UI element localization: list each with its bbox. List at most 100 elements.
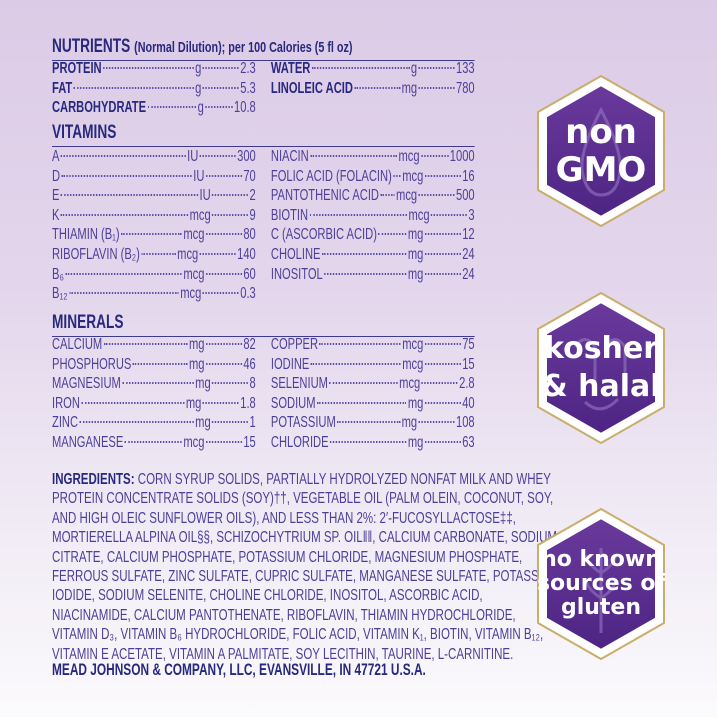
gluten-free-badge: no known sources of gluten (530, 503, 672, 665)
nutrient-unit: g (197, 99, 204, 117)
dot-leader (316, 401, 407, 404)
vitamins-row: CHOLINE mg 24 (271, 246, 475, 265)
hexagon-badge-shape (537, 292, 665, 444)
vitamins-row: PANTOTHENIC ACID mcg 500 (271, 187, 475, 206)
nutrient-name: IODINE (270, 355, 310, 373)
dot-leader (147, 106, 197, 109)
ingredients-text: FERROUS SULFATE, ZINC SULFATE, CUPRIC SU… (52, 567, 560, 585)
dot-leader (418, 421, 455, 424)
dot-leader (73, 86, 194, 89)
ingredients-text: MORTIERELLA ALPINA OIL§§, SCHIZOCHYTRIUM… (52, 529, 558, 547)
nutrient-value: 8 (249, 375, 256, 393)
nutrients-row: PROTEIN g 2.3 (52, 60, 256, 79)
dot-leader (61, 174, 192, 177)
nutrient-name: LINOLEIC ACID (270, 79, 353, 97)
nutrient-unit: mg (195, 375, 211, 393)
badge-text: & halal (541, 369, 661, 404)
dot-leader (424, 401, 461, 404)
ingredients-line: PROTEIN CONCENTRATE SOLIDS (SOY)††, VEGE… (52, 489, 553, 508)
dot-leader (418, 86, 455, 89)
dot-leader (310, 362, 401, 365)
nutrient-value: 63 (462, 434, 475, 451)
nutrient-value: 300 (237, 148, 256, 165)
dot-leader (421, 382, 458, 385)
ingredients-text: AND HIGH OLEIC SUNFLOWER OILS), AND LESS… (52, 509, 516, 527)
nutrient-value: 24 (462, 265, 475, 283)
dot-leader (378, 233, 407, 236)
nutrient-value: 46 (243, 355, 256, 373)
nutrient-unit: mcg (183, 226, 205, 244)
ingredients-text: CORN SYRUP SOLIDS, PARTIALLY HYDROLYZED … (137, 471, 551, 488)
nutrient-name: COPPER (270, 336, 319, 353)
nutrient-unit: mg (401, 79, 418, 97)
ingredients-line: VITAMIN E ACETATE, VITAMIN A PALMITATE, … (52, 645, 513, 664)
dot-leader (321, 253, 407, 255)
ingredients-text: NIACINAMIDE, CALCIUM PANTOTHENATE, RIBOF… (52, 606, 516, 624)
ingredients-line: INGREDIENTS: CORN SYRUP SOLIDS, PARTIALL… (52, 470, 551, 489)
dot-leader (122, 382, 194, 385)
nutrient-unit: IU (193, 167, 205, 185)
nutrient-value: 1000 (449, 148, 475, 165)
dot-leader (329, 382, 398, 385)
minerals-heading: MINERALS (52, 312, 475, 337)
dot-leader (79, 421, 194, 424)
dot-leader (424, 441, 461, 443)
dot-leader (424, 362, 461, 365)
dot-leader (205, 233, 242, 236)
nutrient-value: 60 (243, 265, 256, 283)
nutrient-unit: mg (407, 434, 424, 451)
dot-leader (380, 194, 395, 197)
ingredients-text: CITRATE, CALCIUM PHOSPHATE, POTASSIUM CH… (52, 548, 523, 566)
nutrient-name: CALCIUM (52, 336, 103, 353)
dot-leader (199, 253, 236, 255)
nutrient-value: 24 (462, 246, 475, 263)
hexagon-badge-shape (537, 75, 665, 227)
dot-leader (329, 441, 407, 443)
nutrient-name: MAGNESIUM (52, 375, 121, 393)
dot-leader (424, 343, 461, 345)
nutrient-name: INOSITOL (270, 265, 323, 283)
dot-leader (354, 86, 401, 89)
nutrient-name: B₁₂ (52, 285, 68, 303)
dot-leader (124, 441, 182, 443)
nutrient-unit: mg (401, 414, 418, 432)
nutrient-unit: mcg (398, 148, 420, 165)
nutrient-value: 5.3 (240, 79, 256, 97)
minerals-row: COPPER mcg 75 (271, 336, 475, 355)
ingredients-line: VITAMIN D₃, VITAMIN B₆ HYDROCHLORIDE, FO… (52, 625, 543, 644)
nutrient-value: 15 (243, 434, 256, 451)
hexagon-badge-shape (537, 508, 665, 660)
nutrient-unit: mcg (396, 187, 418, 205)
minerals-row: IRON mg 1.8 (52, 395, 256, 414)
nutrient-unit: IU (199, 187, 211, 205)
nutrient-unit: mcg (183, 434, 205, 451)
nutrient-unit: mcg (408, 206, 430, 224)
nutrient-name: PANTOTHENIC ACID (270, 187, 379, 205)
nutrient-name: POTASSIUM (270, 414, 336, 432)
dot-leader (337, 421, 401, 424)
dot-leader (421, 155, 449, 157)
nutrient-value: 2.8 (459, 375, 475, 393)
ingredients-line: AND HIGH OLEIC SUNFLOWER OILS), AND LESS… (52, 509, 516, 528)
dot-leader (202, 292, 239, 295)
dot-leader (393, 174, 401, 177)
minerals-row: POTASSIUM mg 108 (271, 414, 475, 433)
dot-leader (212, 213, 249, 216)
nutrient-name: E (52, 187, 60, 205)
ingredients-label: INGREDIENTS: (52, 471, 135, 488)
nutrient-value: 82 (243, 336, 256, 353)
nutrient-name: RIBOFLAVIN (B₂) (52, 246, 140, 263)
ingredients-text: VITAMIN D₃, VITAMIN B₆ HYDROCHLORIDE, FO… (52, 626, 544, 644)
nutrient-name: IRON (52, 394, 80, 412)
vitamins-row: NIACIN mcg 1000 (271, 148, 475, 167)
nutrient-value: 16 (462, 167, 475, 185)
dot-leader (68, 292, 179, 295)
badge-text: non (565, 112, 637, 152)
nutrient-value: 140 (237, 246, 256, 263)
nutrients-title: NUTRIENTS (52, 36, 131, 57)
vitamins-row: BIOTIN mcg 3 (271, 207, 475, 226)
nutrient-unit: mg (407, 226, 424, 244)
nutrients-row: CARBOHYDRATE g 10.8 (52, 99, 256, 118)
badge-text: GMO (555, 150, 647, 190)
nutrient-unit: mg (185, 394, 202, 412)
